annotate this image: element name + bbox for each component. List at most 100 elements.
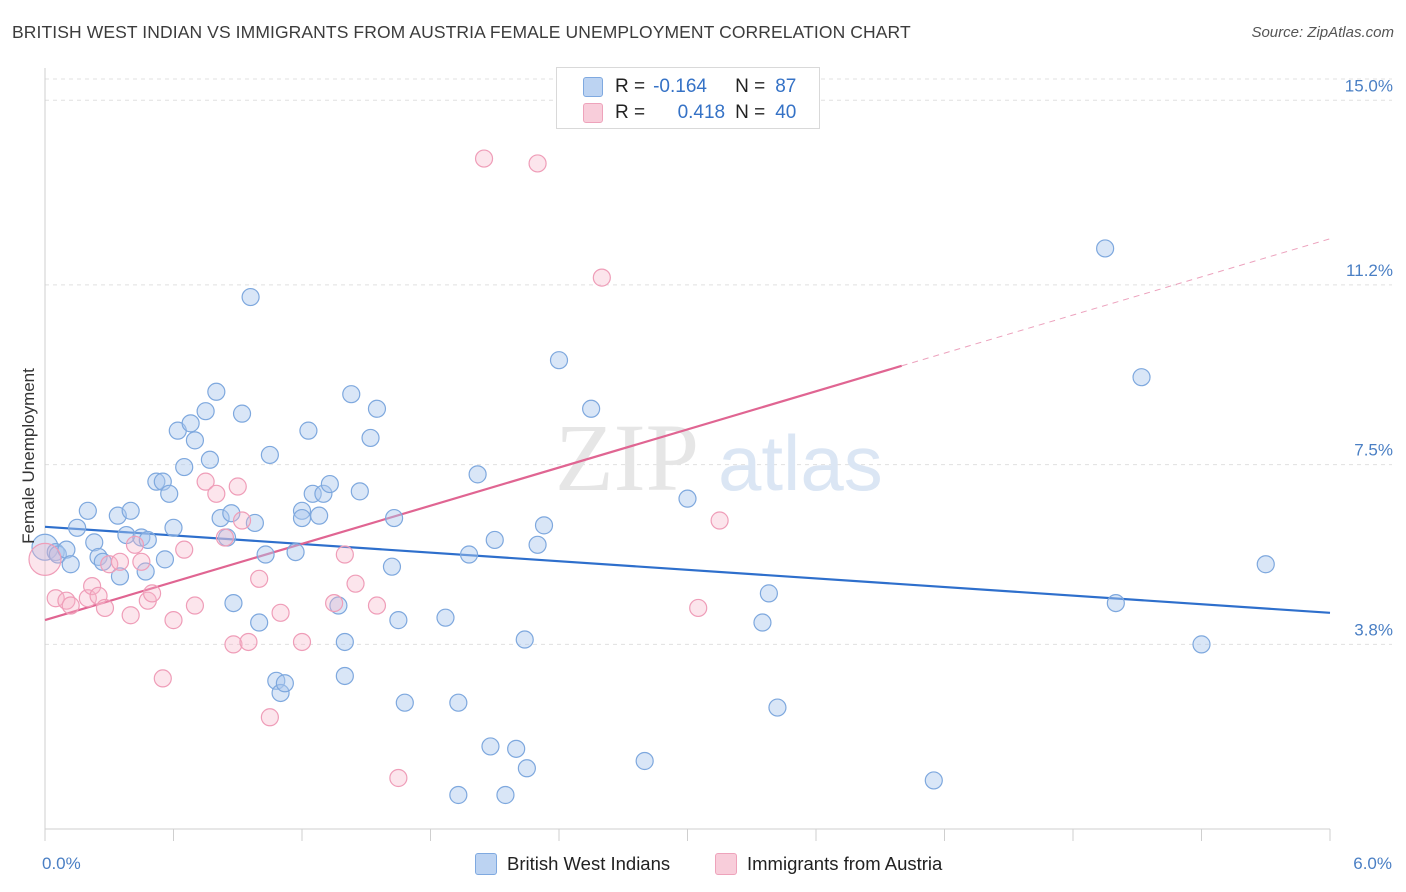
legend-swatch-blue xyxy=(583,77,603,97)
point-british-west-indians xyxy=(241,287,260,307)
chart-source: Source: ZipAtlas.com xyxy=(1251,24,1394,41)
point-british-west-indians xyxy=(449,693,468,712)
point-immigrants-from-austria xyxy=(28,542,62,576)
point-british-west-indians xyxy=(335,632,354,652)
point-british-west-indians xyxy=(271,683,290,703)
point-british-west-indians xyxy=(256,545,275,564)
point-british-west-indians xyxy=(342,385,361,404)
point-british-west-indians xyxy=(314,484,333,503)
point-british-west-indians xyxy=(85,533,104,552)
point-british-west-indians xyxy=(181,414,200,433)
point-immigrants-from-austria xyxy=(61,596,80,615)
legend-swatch-pink xyxy=(583,103,603,123)
y-axis-title: Female Unemployment xyxy=(19,368,38,544)
point-british-west-indians xyxy=(1256,555,1275,574)
point-british-west-indians xyxy=(468,465,487,484)
legend-r-label: R = xyxy=(615,76,646,97)
point-british-west-indians xyxy=(459,545,479,564)
point-immigrants-from-austria xyxy=(367,596,387,615)
trend-lines xyxy=(44,238,1331,622)
axis-labels: 3.8% 7.5% 11.2% 15.0% 0.0% 6.0% Female Unemplo… xyxy=(19,76,1393,873)
point-british-west-indians xyxy=(136,562,155,581)
point-immigrants-from-austria xyxy=(207,484,226,503)
point-immigrants-from-austria xyxy=(100,555,119,574)
point-immigrants-from-austria xyxy=(389,768,408,788)
trend-line-extension xyxy=(901,238,1331,367)
legend-item-immigrants-from-austria: Immigrants from Austria xyxy=(715,851,942,877)
legend-n-label: N = xyxy=(735,76,766,97)
point-british-west-indians xyxy=(507,739,526,758)
point-british-west-indians xyxy=(200,450,220,469)
point-british-west-indians xyxy=(310,506,329,525)
point-british-west-indians xyxy=(61,555,80,574)
watermark-atlas: atlas xyxy=(718,419,883,507)
point-british-west-indians xyxy=(286,542,305,562)
point-immigrants-from-austria xyxy=(260,708,279,727)
point-british-west-indians xyxy=(121,501,140,520)
point-british-west-indians xyxy=(436,608,455,627)
legend-label: Immigrants from Austria xyxy=(747,853,943,874)
data-points xyxy=(28,149,1275,805)
point-immigrants-from-austria xyxy=(132,552,151,571)
correlation-legend: R = -0.164 N = 87 R = 0.418 N = 40 xyxy=(556,67,820,129)
legend-row-british-west-indians: R = -0.164 N = 87 xyxy=(583,74,796,100)
point-british-west-indians xyxy=(1192,635,1211,654)
point-immigrants-from-austria xyxy=(228,477,247,496)
legend-row-immigrants-from-austria: R = 0.418 N = 40 xyxy=(583,100,796,126)
point-immigrants-from-austria xyxy=(335,545,354,564)
point-british-west-indians xyxy=(384,508,404,528)
point-british-west-indians xyxy=(211,508,230,528)
watermark-zip: ZIP xyxy=(555,404,699,511)
point-immigrants-from-austria xyxy=(110,552,130,571)
point-british-west-indians xyxy=(549,351,569,370)
point-british-west-indians xyxy=(292,501,312,520)
point-british-west-indians xyxy=(275,674,294,693)
trend-line-british-west-indians xyxy=(44,525,1331,614)
point-immigrants-from-austria xyxy=(271,603,290,622)
point-british-west-indians xyxy=(110,567,130,586)
point-british-west-indians xyxy=(635,751,654,771)
point-british-west-indians xyxy=(207,382,226,401)
point-british-west-indians xyxy=(160,484,179,503)
point-immigrants-from-austria xyxy=(250,569,269,588)
x-tick-label: 6.0% xyxy=(1353,854,1392,873)
point-immigrants-from-austria xyxy=(153,669,172,688)
point-british-west-indians xyxy=(485,530,504,550)
point-immigrants-from-austria xyxy=(185,596,205,615)
point-british-west-indians xyxy=(768,698,787,717)
point-immigrants-from-austria xyxy=(689,598,708,618)
axes xyxy=(44,68,1331,841)
point-immigrants-from-austria xyxy=(592,268,611,287)
y-tick-label: 3.8% xyxy=(1354,620,1393,639)
point-immigrants-from-austria xyxy=(175,540,194,559)
y-tick-label: 15.0% xyxy=(1345,76,1393,95)
legend-n-value: 87 xyxy=(775,76,797,97)
x-tick-label: 0.0% xyxy=(42,854,81,873)
point-immigrants-from-austria xyxy=(46,589,65,608)
point-british-west-indians xyxy=(678,489,697,508)
point-immigrants-from-austria xyxy=(232,511,252,530)
point-british-west-indians xyxy=(515,630,534,649)
point-british-west-indians xyxy=(303,484,322,503)
point-british-west-indians xyxy=(78,501,97,520)
point-british-west-indians xyxy=(260,445,279,465)
point-immigrants-from-austria xyxy=(164,611,183,630)
point-british-west-indians xyxy=(185,431,205,450)
legend-item-british-west-indians: British West Indians xyxy=(475,851,670,877)
point-immigrants-from-austria xyxy=(239,632,258,652)
point-british-west-indians xyxy=(196,402,215,421)
chart-title: BRITISH WEST INDIAN VS IMMIGRANTS FROM A… xyxy=(12,22,911,42)
point-british-west-indians xyxy=(147,472,166,491)
point-immigrants-from-austria xyxy=(83,576,102,596)
watermark: ZIP atlas xyxy=(555,404,883,511)
legend-r-value: 0.418 xyxy=(677,102,726,123)
point-british-west-indians xyxy=(299,421,318,440)
point-immigrants-from-austria xyxy=(474,149,494,168)
point-immigrants-from-austria xyxy=(78,589,97,608)
point-british-west-indians xyxy=(517,759,536,778)
point-british-west-indians xyxy=(335,666,354,686)
point-british-west-indians xyxy=(320,474,339,494)
point-british-west-indians xyxy=(582,399,601,418)
point-british-west-indians xyxy=(46,542,65,562)
